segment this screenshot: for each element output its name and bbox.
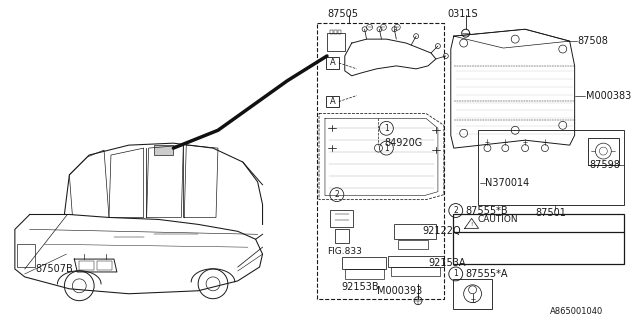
Bar [154,145,173,155]
Bar [391,267,440,276]
Bar [345,269,385,279]
Text: 2: 2 [335,190,339,199]
Text: A: A [330,97,335,106]
Text: 1: 1 [384,144,388,153]
Text: !: ! [470,222,473,227]
Text: 0311S: 0311S [448,9,479,20]
Text: M000383: M000383 [586,91,631,100]
Bar [588,138,620,165]
Bar [338,30,341,34]
Bar [326,57,339,69]
Text: N370014: N370014 [486,178,530,188]
Text: 87508: 87508 [578,36,609,46]
Text: FIG.833: FIG.833 [327,247,362,256]
Bar [398,240,428,249]
Bar [342,257,387,269]
Bar [335,229,349,243]
Bar [17,244,35,267]
Text: M000393: M000393 [378,286,423,296]
Text: 84920G: 84920G [385,138,422,148]
Text: A: A [330,58,335,67]
Text: 2: 2 [453,206,458,215]
Bar [330,30,333,34]
Text: 1: 1 [384,124,388,133]
Text: 92122Q: 92122Q [422,226,461,236]
Bar [452,279,492,308]
Text: 87505: 87505 [327,9,358,20]
Bar [330,210,353,228]
Bar [79,261,94,270]
Text: 87555*A: 87555*A [466,269,508,279]
Bar [477,130,624,204]
Text: 87555*B: 87555*B [466,205,508,216]
Text: 87507B: 87507B [36,264,74,274]
Text: 87501: 87501 [535,208,566,218]
Bar [334,30,337,34]
Text: 87598: 87598 [589,160,620,170]
Bar [394,224,436,239]
Bar [388,256,444,267]
Bar [317,23,444,299]
Bar [327,33,345,51]
Bar [97,261,112,270]
Bar [326,96,339,108]
Text: CAUTION: CAUTION [477,215,518,224]
Text: 92153A: 92153A [428,258,465,268]
Bar [452,214,624,264]
Text: A865001040: A865001040 [550,307,603,316]
Text: 92153B: 92153B [342,282,380,292]
Text: 1: 1 [453,269,458,278]
